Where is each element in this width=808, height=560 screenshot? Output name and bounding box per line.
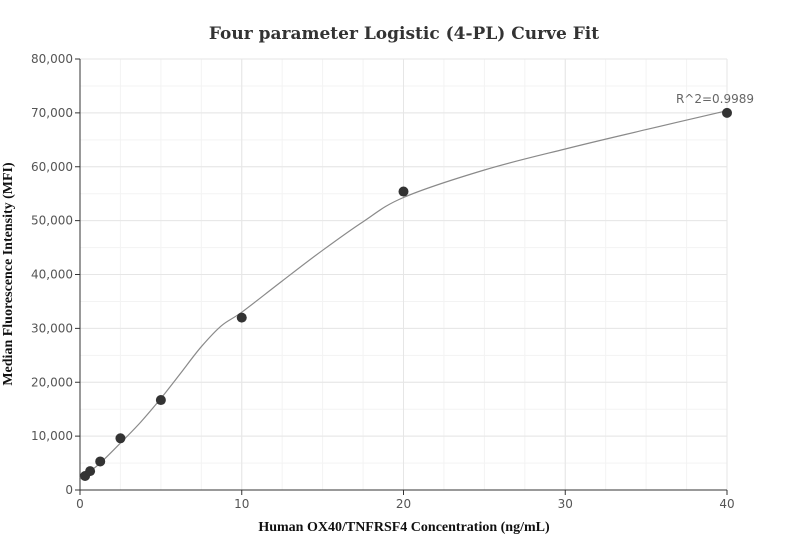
y-tick-label: 20,000 bbox=[31, 375, 73, 389]
y-tick-label: 80,000 bbox=[31, 52, 73, 66]
x-axis-label: Human OX40/TNFRSF4 Concentration (ng/mL) bbox=[258, 520, 550, 535]
r-squared-annotation: R^2=0.9989 bbox=[676, 92, 754, 106]
data-points bbox=[80, 107, 732, 481]
x-tick-label: 0 bbox=[76, 497, 84, 511]
chart-title: Four parameter Logistic (4-PL) Curve Fit bbox=[209, 24, 599, 44]
x-tick-label: 30 bbox=[558, 497, 573, 511]
data-point bbox=[398, 186, 409, 197]
data-point bbox=[115, 433, 126, 444]
data-point bbox=[155, 395, 166, 406]
data-point bbox=[95, 456, 106, 467]
y-tick-label: 60,000 bbox=[31, 160, 73, 174]
major-gridlines bbox=[79, 58, 728, 491]
data-point bbox=[85, 466, 96, 477]
y-axis-ticks: 0 10,000 20,000 30,000 40,000 50,000 60,000 70,… bbox=[31, 52, 80, 497]
x-tick-label: 20 bbox=[396, 497, 411, 511]
y-tick-label: 50,000 bbox=[31, 214, 73, 228]
data-point bbox=[722, 107, 732, 118]
y-tick-label: 10,000 bbox=[31, 429, 73, 443]
x-tick-label: 40 bbox=[719, 497, 734, 511]
data-point bbox=[236, 312, 247, 323]
y-tick-label: 40,000 bbox=[31, 268, 73, 282]
y-tick-label: 30,000 bbox=[31, 321, 73, 335]
y-tick-label: 0 bbox=[65, 483, 73, 497]
x-tick-label: 10 bbox=[234, 497, 249, 511]
y-axis-label: Median Fluorescence Intensity (MFI) bbox=[1, 162, 16, 386]
y-tick-label: 70,000 bbox=[31, 106, 73, 120]
x-axis-ticks: 0 10 20 30 40 bbox=[76, 490, 735, 511]
